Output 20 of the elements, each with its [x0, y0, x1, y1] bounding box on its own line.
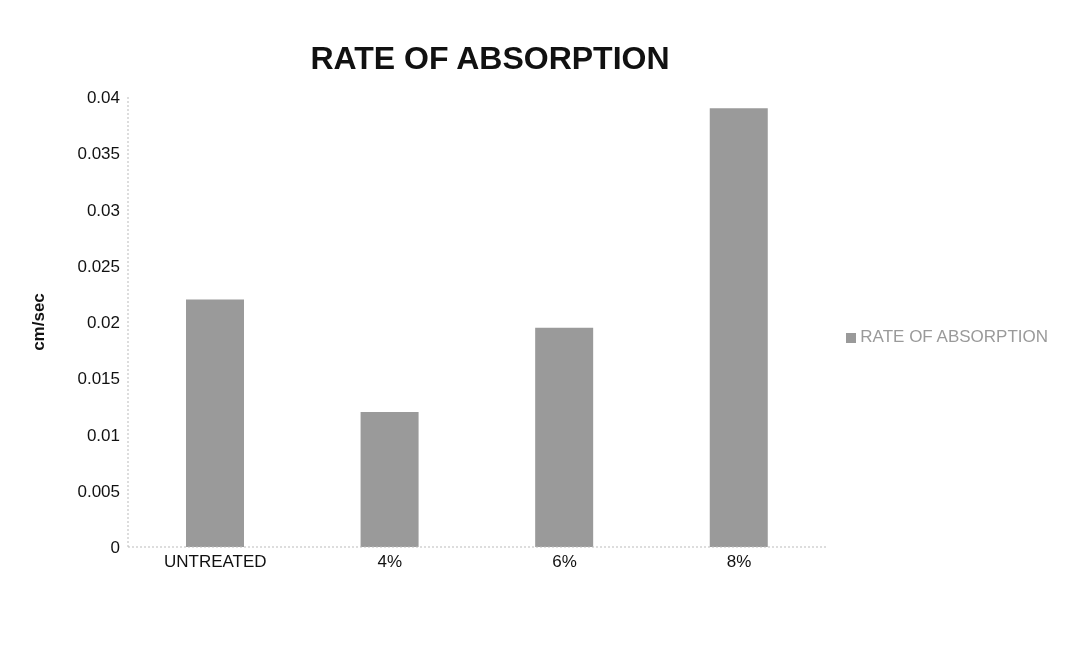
legend-label: RATE OF ABSORPTION: [860, 327, 1048, 346]
bar: [535, 327, 594, 547]
y-axis-title: cm/sec: [29, 293, 49, 351]
x-tick-label: UNTREATED: [163, 552, 267, 572]
y-tick-label: 0.015: [77, 369, 120, 389]
bar: [186, 299, 244, 547]
y-tick-label: 0.01: [86, 425, 120, 445]
y-tick-label: 0.02: [86, 313, 120, 333]
x-tick-label: 8%: [726, 552, 752, 572]
bar: [709, 108, 768, 547]
x-tick-label: 6%: [552, 552, 577, 572]
y-tick-label: 0.025: [77, 256, 120, 276]
y-tick-label: 0: [110, 538, 120, 558]
y-tick-label: 0.005: [77, 481, 120, 501]
y-tick-label: 0.04: [86, 88, 120, 108]
x-tick-label: 4%: [377, 552, 403, 572]
chart-title: RATE OF ABSORPTION: [309, 40, 671, 77]
y-tick-label: 0.035: [77, 144, 120, 164]
y-tick-label: 0.03: [86, 200, 120, 220]
bar: [360, 412, 419, 547]
